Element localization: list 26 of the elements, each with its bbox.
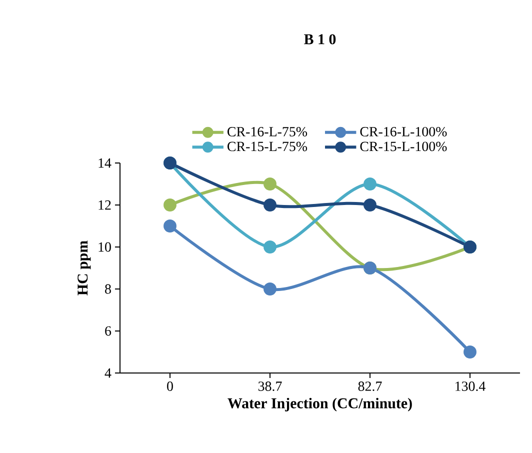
y-tick-label: 8 [105, 284, 111, 294]
point [164, 198, 176, 212]
x-axis-title: Water Injection (CC/minute) [228, 398, 412, 412]
legend-label: CR-15-L-75% [228, 142, 308, 152]
point [364, 178, 376, 190]
y-tick-label: 14 [98, 158, 112, 168]
point [464, 346, 476, 358]
y-tick-label: 12 [98, 200, 111, 210]
x-tick-label: 130.4 [456, 382, 486, 391]
y-tick-label: 10 [98, 242, 111, 252]
y-tick-label: 4 [104, 368, 112, 378]
y-tick-label: 6 [105, 326, 112, 336]
legend-label: CR-15-L-100% [360, 142, 447, 152]
legend-label: CR-16-L-100% [360, 126, 447, 136]
point [264, 240, 276, 254]
x-tick-label: 0 [167, 382, 173, 391]
point [364, 198, 376, 212]
point [264, 198, 276, 212]
point [164, 220, 176, 232]
y-axis-title: HC ppm [78, 240, 91, 296]
point [264, 282, 276, 296]
point [264, 178, 276, 190]
x-tick-label: 38.7 [258, 382, 282, 391]
chart-title: B 1 0 [304, 34, 336, 44]
legend-label: CR-16-L-75% [228, 126, 308, 136]
x-tick-label: 82.7 [358, 382, 382, 391]
